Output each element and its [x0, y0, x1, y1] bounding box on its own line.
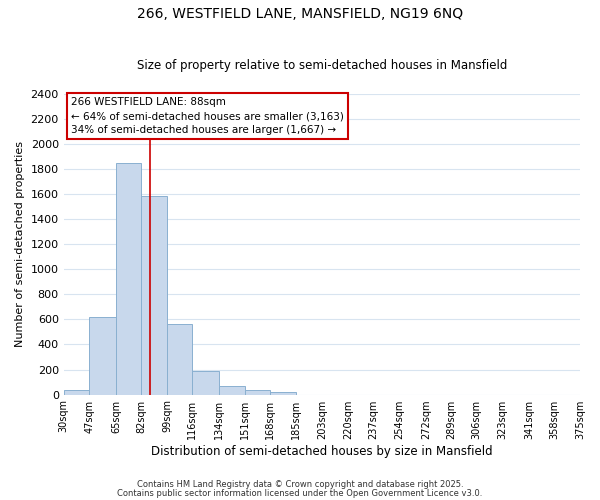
- Text: Contains public sector information licensed under the Open Government Licence v3: Contains public sector information licen…: [118, 488, 482, 498]
- Bar: [245, 390, 270, 394]
- Title: Size of property relative to semi-detached houses in Mansfield: Size of property relative to semi-detach…: [137, 59, 507, 72]
- Bar: [193, 372, 220, 394]
- Text: 266, WESTFIELD LANE, MANSFIELD, NG19 6NQ: 266, WESTFIELD LANE, MANSFIELD, NG19 6NQ: [137, 8, 463, 22]
- Bar: [270, 392, 296, 394]
- Bar: [64, 390, 89, 394]
- Text: Contains HM Land Registry data © Crown copyright and database right 2025.: Contains HM Land Registry data © Crown c…: [137, 480, 463, 489]
- Text: 266 WESTFIELD LANE: 88sqm
← 64% of semi-detached houses are smaller (3,163)
34% : 266 WESTFIELD LANE: 88sqm ← 64% of semi-…: [71, 97, 344, 135]
- Bar: [89, 317, 116, 394]
- Bar: [167, 324, 193, 394]
- Bar: [142, 196, 167, 394]
- X-axis label: Distribution of semi-detached houses by size in Mansfield: Distribution of semi-detached houses by …: [151, 444, 493, 458]
- Y-axis label: Number of semi-detached properties: Number of semi-detached properties: [15, 142, 25, 348]
- Bar: [220, 386, 245, 394]
- Bar: [116, 163, 142, 394]
